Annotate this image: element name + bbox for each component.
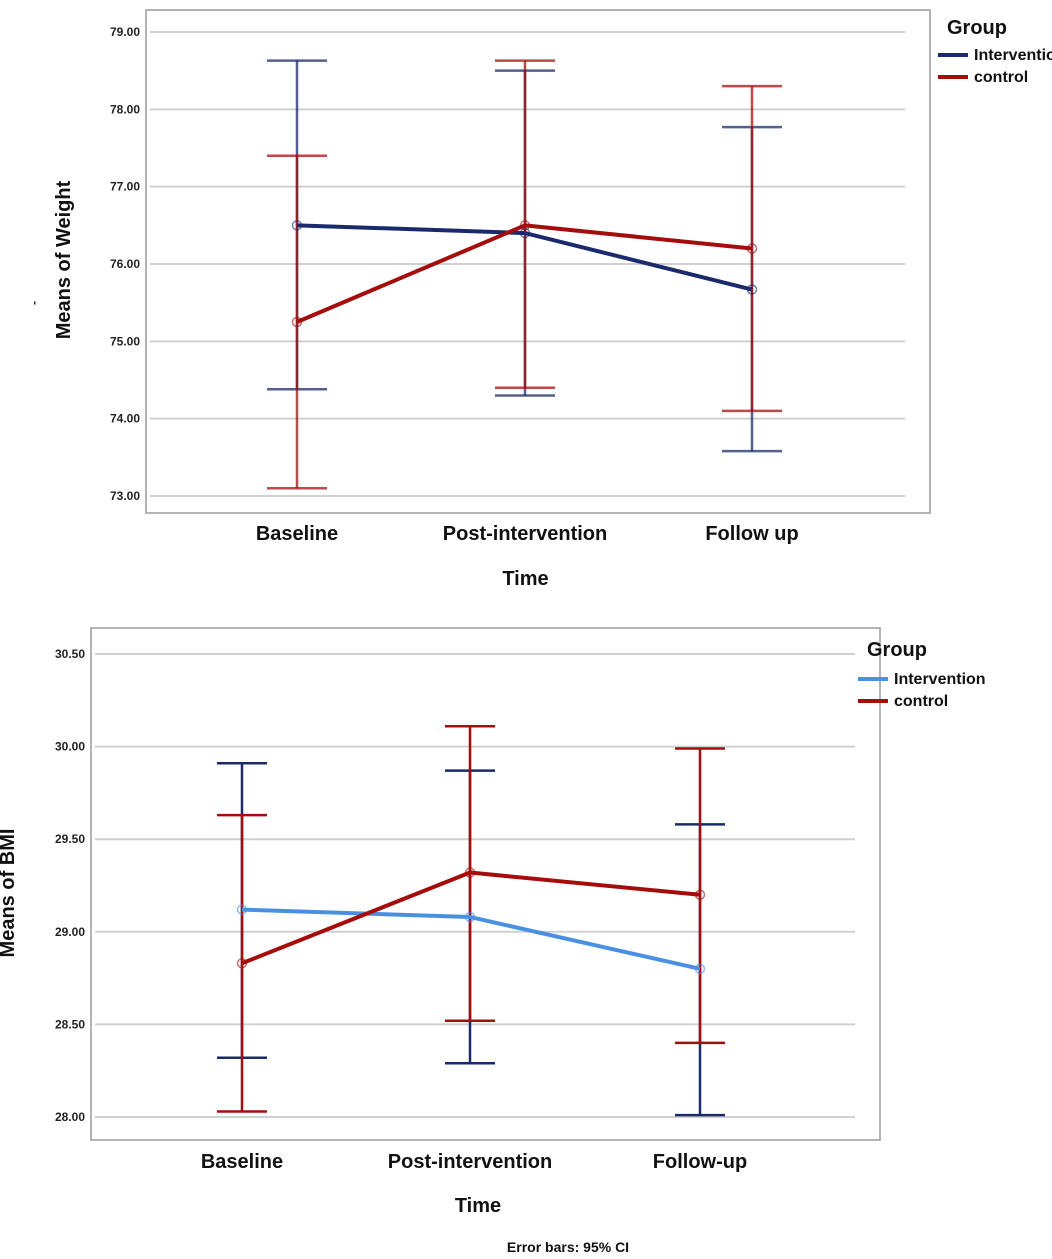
- bmi-chart: 28.00 28.50 29.00 29.50 30.00 30.50 Baseline Po…: [0, 627, 986, 1217]
- y-tick-label: 28.50: [55, 1017, 85, 1031]
- x-category-label: Follow up: [705, 523, 798, 545]
- data-point-control: [291, 316, 303, 328]
- legend-label-intervention: Intervention: [894, 671, 986, 688]
- x-category-label: Post-intervention: [388, 1151, 552, 1173]
- y-tick-label: 30.50: [55, 647, 85, 661]
- y-tick-label: 73.00: [110, 489, 140, 503]
- series-line-intervention: [296, 223, 753, 292]
- y-tick-label: 76.00: [110, 257, 140, 271]
- y-axis-label: Means of BMI: [0, 829, 19, 958]
- data-point-control: [746, 243, 758, 254]
- y-tick-label: 77.00: [110, 180, 140, 194]
- plot-frame: [145, 9, 931, 514]
- series-line-intervention: [241, 907, 701, 971]
- y-tick-label: 28.00: [55, 1110, 85, 1124]
- y-tick-label: 30.00: [55, 740, 85, 754]
- x-category-label: Baseline: [256, 523, 338, 545]
- data-point-intervention: [746, 284, 758, 295]
- x-category-label: Baseline: [201, 1151, 283, 1173]
- legend-label-intervention: Intervention: [974, 47, 1052, 64]
- legend-title: Group: [947, 17, 1007, 39]
- data-point-control: [694, 889, 706, 901]
- plot-frame: [90, 627, 881, 1141]
- x-category-label: Post-intervention: [443, 523, 607, 545]
- legend-label-control: control: [894, 693, 948, 710]
- series-line-control: [296, 223, 753, 324]
- error-bars-footnote: Error bars: 95% CI: [507, 1239, 629, 1255]
- x-category-label: Follow-up: [653, 1151, 747, 1173]
- y-tick-label: 29.50: [55, 832, 85, 846]
- weight-chart: 73.00 74.00 75.00 76.00 77.00 78.00 79.00 Basel…: [27, 9, 1052, 590]
- x-axis-label: Time: [455, 1195, 501, 1217]
- data-point-control: [236, 958, 248, 969]
- data-point-intervention: [291, 220, 303, 231]
- data-point-intervention: [236, 904, 248, 915]
- y-tick-label: 78.00: [110, 102, 140, 116]
- x-axis-label: Time: [502, 568, 548, 590]
- series-line-control: [241, 870, 701, 966]
- y-tick-label: 75.00: [110, 334, 140, 348]
- y-tick-label: 74.00: [110, 412, 140, 426]
- data-point-control: [464, 867, 476, 878]
- y-tick-label: 79.00: [110, 25, 140, 39]
- legend-label-control: control: [974, 69, 1028, 86]
- data-point-intervention: [694, 963, 706, 975]
- y-tick-label: 29.00: [55, 925, 85, 939]
- y-axis-label: Means of Weight: [53, 180, 75, 339]
- data-point-control: [519, 220, 531, 231]
- y-axis-label-mark: -: [27, 301, 41, 305]
- legend-title: Group: [867, 639, 927, 661]
- data-point-intervention: [519, 227, 531, 239]
- data-point-intervention: [464, 911, 476, 923]
